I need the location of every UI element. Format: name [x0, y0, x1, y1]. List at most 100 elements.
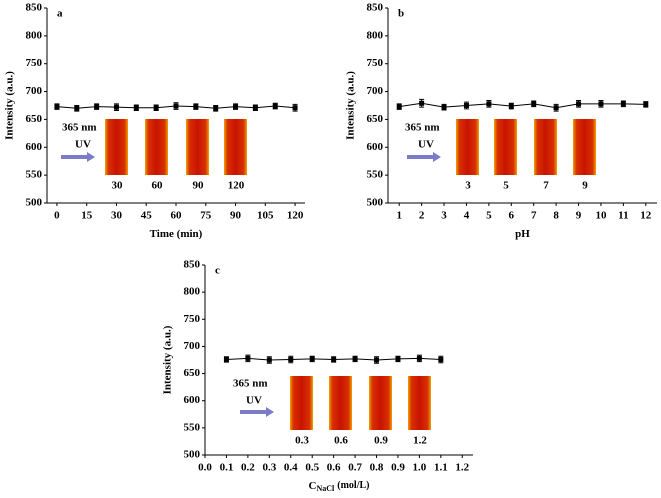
x-axis-title-main: pH: [515, 228, 530, 240]
vial-label: 30: [112, 180, 124, 192]
y-tick-label: 850: [26, 2, 43, 14]
x-axis-title: Time (min): [150, 228, 203, 240]
data-point: [113, 104, 119, 110]
y-axis-title: Intensity (a.u.): [345, 71, 357, 140]
data-point: [133, 105, 139, 111]
y-tick-label: 550: [26, 169, 43, 181]
y-tick-label: 600: [26, 141, 43, 153]
data-point: [331, 356, 337, 362]
x-tick-label: 4: [464, 210, 470, 222]
x-tick-label: 2: [419, 210, 425, 222]
vial: [290, 376, 313, 430]
data-point: [309, 356, 315, 362]
data-point: [288, 356, 294, 362]
data-point: [352, 356, 358, 362]
x-tick-label: 45: [141, 210, 153, 222]
x-tick-label: 30: [111, 210, 123, 222]
vial-label: 3: [465, 180, 471, 192]
data-point: [252, 105, 258, 111]
vial: [369, 376, 392, 430]
y-tick-label: 550: [367, 169, 384, 181]
data-point: [396, 104, 402, 110]
x-tick-label: 11: [618, 210, 628, 222]
vial-label: 5: [503, 180, 509, 192]
y-tick-label: 500: [184, 449, 201, 461]
data-point: [54, 104, 60, 110]
x-tick-label: 10: [595, 210, 607, 222]
x-tick-label: 15: [81, 210, 93, 222]
data-point: [438, 356, 444, 362]
x-tick-label: 0.3: [262, 462, 276, 474]
inset-text: UV: [418, 139, 434, 151]
y-tick-label: 750: [367, 57, 384, 69]
x-tick-label: 5: [486, 210, 492, 222]
x-tick-label: 0: [54, 210, 60, 222]
x-tick-label: 12: [640, 210, 652, 222]
x-axis-title-sub: NaCl: [316, 484, 335, 493]
vial: [105, 119, 128, 175]
x-axis-title-main: Time (min): [150, 228, 203, 240]
data-point: [441, 104, 447, 110]
x-tick-label: 6: [509, 210, 515, 222]
vial: [329, 376, 352, 430]
data-point: [553, 105, 559, 111]
y-tick-label: 800: [26, 29, 43, 41]
y-tick-label: 850: [184, 259, 201, 271]
data-point: [74, 105, 80, 111]
arrow-head: [433, 152, 441, 162]
x-tick-label: 1.1: [434, 462, 448, 474]
data-point: [223, 356, 229, 362]
panel-label: b: [398, 8, 404, 20]
x-tick-label: 0.5: [305, 462, 319, 474]
data-point: [233, 104, 239, 110]
y-tick-label: 500: [367, 197, 384, 209]
x-tick-label: 75: [200, 210, 212, 222]
data-point: [395, 356, 401, 362]
data-point: [173, 103, 179, 109]
data-point: [463, 103, 469, 108]
y-tick-label: 600: [184, 394, 201, 406]
x-axis-title-main: C: [309, 480, 317, 492]
data-point: [266, 357, 272, 363]
data-point: [416, 355, 422, 361]
x-tick-label: 105: [257, 210, 274, 222]
vial: [224, 119, 247, 175]
x-tick-label: 0.7: [348, 462, 362, 474]
y-tick-label: 850: [367, 2, 384, 14]
y-tick-label: 650: [184, 367, 201, 379]
data-point: [153, 105, 159, 111]
data-point: [576, 101, 582, 107]
y-tick-label: 800: [184, 286, 201, 298]
vial: [145, 119, 168, 175]
data-point: [531, 101, 537, 107]
data-point: [643, 101, 649, 107]
y-tick-label: 750: [184, 313, 201, 325]
data-point: [272, 103, 278, 109]
data-point: [419, 100, 425, 106]
x-tick-label: 0.2: [241, 462, 255, 474]
vial-label: 120: [228, 180, 245, 192]
data-point: [245, 355, 251, 361]
x-tick-label: 7: [531, 210, 537, 222]
vial-label: 9: [582, 180, 588, 192]
y-tick-label: 700: [367, 85, 384, 97]
x-tick-label: 0.8: [370, 462, 384, 474]
data-point: [213, 105, 219, 111]
data-line: [399, 102, 646, 109]
vial: [408, 376, 431, 430]
y-axis-title: Intensity (a.u.): [4, 71, 16, 140]
vial-label: 7: [543, 180, 549, 192]
x-tick-label: 1.2: [455, 462, 469, 474]
y-tick-label: 550: [184, 421, 201, 433]
data-point: [292, 105, 298, 111]
vial-label: 0.6: [334, 435, 348, 447]
x-axis-title: CNaCl (mol/L): [309, 480, 370, 493]
y-tick-label: 700: [184, 340, 201, 352]
vial-label: 90: [193, 180, 205, 192]
inset-text: 365 nm: [233, 378, 268, 390]
y-tick-label: 800: [367, 29, 384, 41]
x-axis-title: pH: [515, 228, 530, 240]
vial: [456, 119, 479, 175]
vial-label: 0.9: [374, 435, 388, 447]
